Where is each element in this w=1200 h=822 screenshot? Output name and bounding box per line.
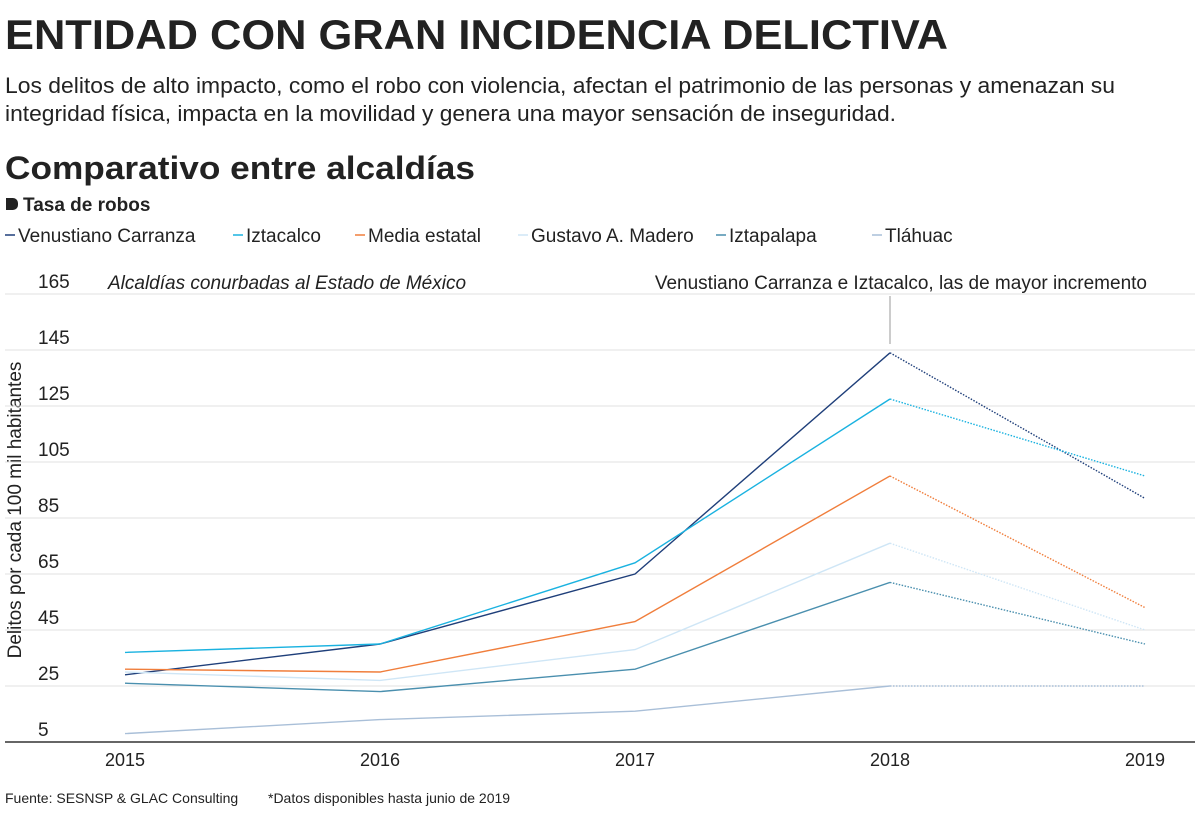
- x-tick-label: 2015: [105, 750, 145, 770]
- y-tick-label: 25: [38, 664, 59, 685]
- legend-label: Venustiano Carranza: [18, 226, 196, 247]
- note: *Datos disponibles hasta junio de 2019: [268, 790, 510, 806]
- annotation: Alcaldías conurbadas al Estado de México: [107, 273, 466, 294]
- legend-label: Iztapalapa: [729, 226, 817, 247]
- line-series: [124, 542, 891, 682]
- y-tick-label: 145: [38, 328, 70, 349]
- line-segment-partial: [889, 542, 1146, 631]
- section-title: Comparativo entre alcaldías: [5, 150, 475, 186]
- x-tick-label: 2017: [615, 750, 655, 770]
- y-tick-label: 5: [38, 720, 49, 741]
- y-tick-label: 85: [38, 496, 59, 517]
- line-series: [124, 685, 891, 735]
- annotation: Venustiano Carranza e Iztacalco, las de …: [655, 273, 1147, 294]
- legend-label: Gustavo A. Madero: [531, 226, 694, 247]
- legend-icon: [6, 198, 18, 210]
- line-series: [124, 398, 891, 654]
- x-tick-label: 2016: [360, 750, 400, 770]
- line-segment-partial: [889, 398, 1146, 477]
- x-tick-label: 2018: [870, 750, 910, 770]
- x-tick-label: 2019: [1125, 750, 1165, 770]
- legend-label: Media estatal: [368, 226, 481, 247]
- line-segment-partial: [889, 475, 1146, 609]
- line-series: [124, 352, 891, 676]
- line-segment-partial: [889, 581, 1146, 645]
- y-tick-label: 105: [38, 440, 70, 461]
- chart-title: ENTIDAD CON GRAN INCIDENCIA DELICTIVA: [5, 11, 948, 58]
- legend-label: Iztacalco: [246, 226, 321, 247]
- subtitle: integridad física, impacta en la movilid…: [5, 101, 896, 126]
- subtitle: Los delitos de alto impacto, como el rob…: [5, 73, 1115, 98]
- y-tick-label: 65: [38, 552, 59, 573]
- legend-title: Tasa de robos: [23, 195, 150, 216]
- legend-label: Tláhuac: [885, 226, 953, 247]
- line-segment-partial: [889, 352, 1146, 500]
- y-tick-label: 45: [38, 608, 59, 629]
- y-axis-label: Delitos por cada 100 mil habitantes: [5, 362, 26, 659]
- line-series: [124, 475, 891, 673]
- line-series: [124, 581, 891, 693]
- y-tick-label: 125: [38, 384, 70, 405]
- source: Fuente: SESNSP & GLAC Consulting: [5, 790, 238, 806]
- y-tick-label: 165: [38, 272, 70, 293]
